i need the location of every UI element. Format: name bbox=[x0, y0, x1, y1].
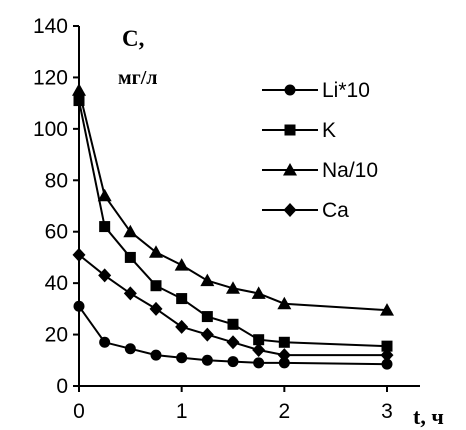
y-tick-label: 140 bbox=[33, 15, 68, 38]
data-point-k bbox=[73, 95, 85, 107]
data-point-li-10 bbox=[253, 357, 265, 369]
data-point-k bbox=[201, 311, 213, 323]
data-point-na-10 bbox=[174, 258, 189, 271]
legend-marker-li-10 bbox=[284, 84, 296, 96]
data-point-na-10 bbox=[72, 83, 86, 96]
x-tick-label: 2 bbox=[278, 400, 290, 423]
data-point-li-10 bbox=[124, 343, 136, 355]
x-tick-label: 0 bbox=[73, 400, 85, 423]
series-line-ca bbox=[78, 254, 387, 357]
data-point-na-10 bbox=[251, 286, 266, 299]
series-line-na-10 bbox=[78, 90, 388, 312]
legend: Li*10 K Na/10 Ca bbox=[262, 79, 378, 222]
data-point-na-10 bbox=[226, 281, 240, 294]
y-tick-label: 20 bbox=[45, 324, 68, 347]
data-point-li-10 bbox=[176, 352, 188, 364]
data-point-ca bbox=[200, 327, 214, 342]
data-point-na-10 bbox=[380, 303, 394, 316]
data-point-k bbox=[253, 334, 265, 346]
x-tick-label: 3 bbox=[381, 400, 393, 423]
legend-label-na-10: Na/10 bbox=[322, 159, 378, 182]
y-tick-label: 100 bbox=[33, 118, 68, 141]
legend-marker-k bbox=[284, 124, 296, 136]
x-tick-label: 1 bbox=[176, 400, 188, 423]
data-point-li-10 bbox=[73, 300, 85, 312]
data-point-na-10 bbox=[149, 245, 163, 258]
data-point-k bbox=[176, 293, 188, 305]
data-point-k bbox=[99, 221, 111, 233]
data-point-li-10 bbox=[201, 354, 213, 366]
x-ticks: 0 1 2 3 bbox=[73, 386, 393, 423]
data-point-ca bbox=[72, 247, 86, 262]
series-line-k bbox=[78, 100, 388, 348]
y-tick-label: 60 bbox=[45, 221, 68, 244]
series-layer bbox=[72, 83, 394, 370]
series-line-li-10 bbox=[78, 305, 388, 366]
x-axis-label: t, ч bbox=[413, 404, 444, 429]
data-point-ca bbox=[175, 319, 189, 334]
data-point-na-10 bbox=[97, 188, 112, 202]
data-point-ca bbox=[226, 335, 240, 350]
data-point-li-10 bbox=[99, 336, 111, 348]
data-point-k bbox=[278, 336, 290, 348]
data-point-li-10 bbox=[278, 357, 290, 369]
y-tick-label: 80 bbox=[45, 169, 68, 192]
data-point-ca bbox=[98, 268, 112, 283]
data-point-li-10 bbox=[227, 356, 239, 368]
data-point-k bbox=[124, 251, 136, 263]
plot-area: 0 20 40 60 80 100 120 140 0 1 2 3 bbox=[33, 15, 420, 423]
y-tick-label: 40 bbox=[45, 272, 68, 295]
legend-label-k: K bbox=[322, 119, 336, 142]
data-point-na-10 bbox=[123, 224, 138, 238]
data-point-k bbox=[381, 340, 393, 352]
legend-label-li-10: Li*10 bbox=[322, 79, 370, 102]
y-axis-label-line1: C, bbox=[122, 26, 144, 51]
legend-marker-ca bbox=[283, 203, 297, 217]
data-point-k bbox=[227, 318, 239, 330]
data-point-na-10 bbox=[200, 273, 215, 287]
data-point-ca bbox=[149, 301, 163, 316]
y-tick-label: 120 bbox=[33, 66, 68, 89]
legend-label-ca: Ca bbox=[322, 199, 349, 222]
y-axis-label-line2: мг/л bbox=[118, 67, 157, 89]
data-point-na-10 bbox=[277, 296, 292, 310]
legend-marker-na-10 bbox=[283, 163, 297, 176]
y-tick-label: 0 bbox=[56, 375, 68, 398]
data-point-li-10 bbox=[150, 349, 162, 361]
data-point-ca bbox=[252, 343, 266, 357]
y-ticks: 0 20 40 60 80 100 120 140 bbox=[33, 15, 79, 398]
data-point-li-10 bbox=[381, 358, 393, 370]
data-point-ca bbox=[277, 348, 291, 363]
data-point-k bbox=[150, 280, 162, 292]
data-point-ca bbox=[380, 348, 394, 363]
data-point-ca bbox=[123, 286, 137, 301]
